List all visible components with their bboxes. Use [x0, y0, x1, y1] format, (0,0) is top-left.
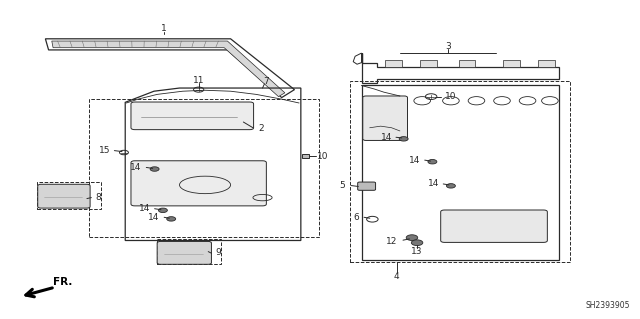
Circle shape — [428, 160, 437, 164]
Circle shape — [167, 217, 175, 221]
FancyBboxPatch shape — [363, 96, 408, 140]
Bar — [538, 60, 555, 67]
Text: 14: 14 — [381, 133, 393, 142]
Text: 3: 3 — [445, 42, 451, 51]
Circle shape — [406, 235, 418, 241]
Bar — [89, 99, 319, 237]
Text: 14: 14 — [139, 204, 150, 213]
Text: SH2393905: SH2393905 — [585, 301, 630, 310]
FancyBboxPatch shape — [131, 102, 253, 130]
Text: 12: 12 — [386, 237, 397, 246]
Text: 14: 14 — [428, 180, 440, 189]
Text: 14: 14 — [131, 163, 142, 172]
Bar — [385, 60, 402, 67]
Polygon shape — [52, 41, 285, 97]
FancyBboxPatch shape — [441, 210, 547, 242]
Bar — [37, 182, 101, 209]
Text: 11: 11 — [193, 76, 204, 85]
Bar — [459, 60, 475, 67]
FancyBboxPatch shape — [358, 182, 376, 190]
Bar — [503, 60, 520, 67]
Bar — [350, 81, 570, 262]
Text: 10: 10 — [317, 152, 329, 161]
Bar — [157, 239, 221, 264]
Bar — [302, 154, 308, 158]
Text: 13: 13 — [412, 247, 423, 256]
Text: 9: 9 — [215, 248, 221, 257]
FancyBboxPatch shape — [38, 184, 90, 208]
Text: 7: 7 — [263, 77, 269, 86]
Text: 10: 10 — [445, 92, 457, 101]
Bar — [420, 60, 437, 67]
Text: 2: 2 — [259, 124, 264, 133]
Text: 14: 14 — [148, 213, 159, 222]
FancyBboxPatch shape — [131, 161, 266, 206]
Circle shape — [399, 137, 408, 141]
FancyBboxPatch shape — [157, 241, 211, 264]
Text: 5: 5 — [339, 181, 345, 190]
Text: 1: 1 — [161, 24, 166, 33]
Text: 8: 8 — [95, 193, 100, 202]
Text: 14: 14 — [409, 156, 420, 165]
Text: 15: 15 — [99, 146, 111, 155]
Text: 4: 4 — [394, 271, 399, 281]
Text: 6: 6 — [353, 213, 358, 222]
Text: FR.: FR. — [53, 277, 72, 286]
Circle shape — [412, 240, 423, 246]
Circle shape — [159, 208, 168, 212]
Circle shape — [150, 167, 159, 171]
Circle shape — [447, 184, 456, 188]
